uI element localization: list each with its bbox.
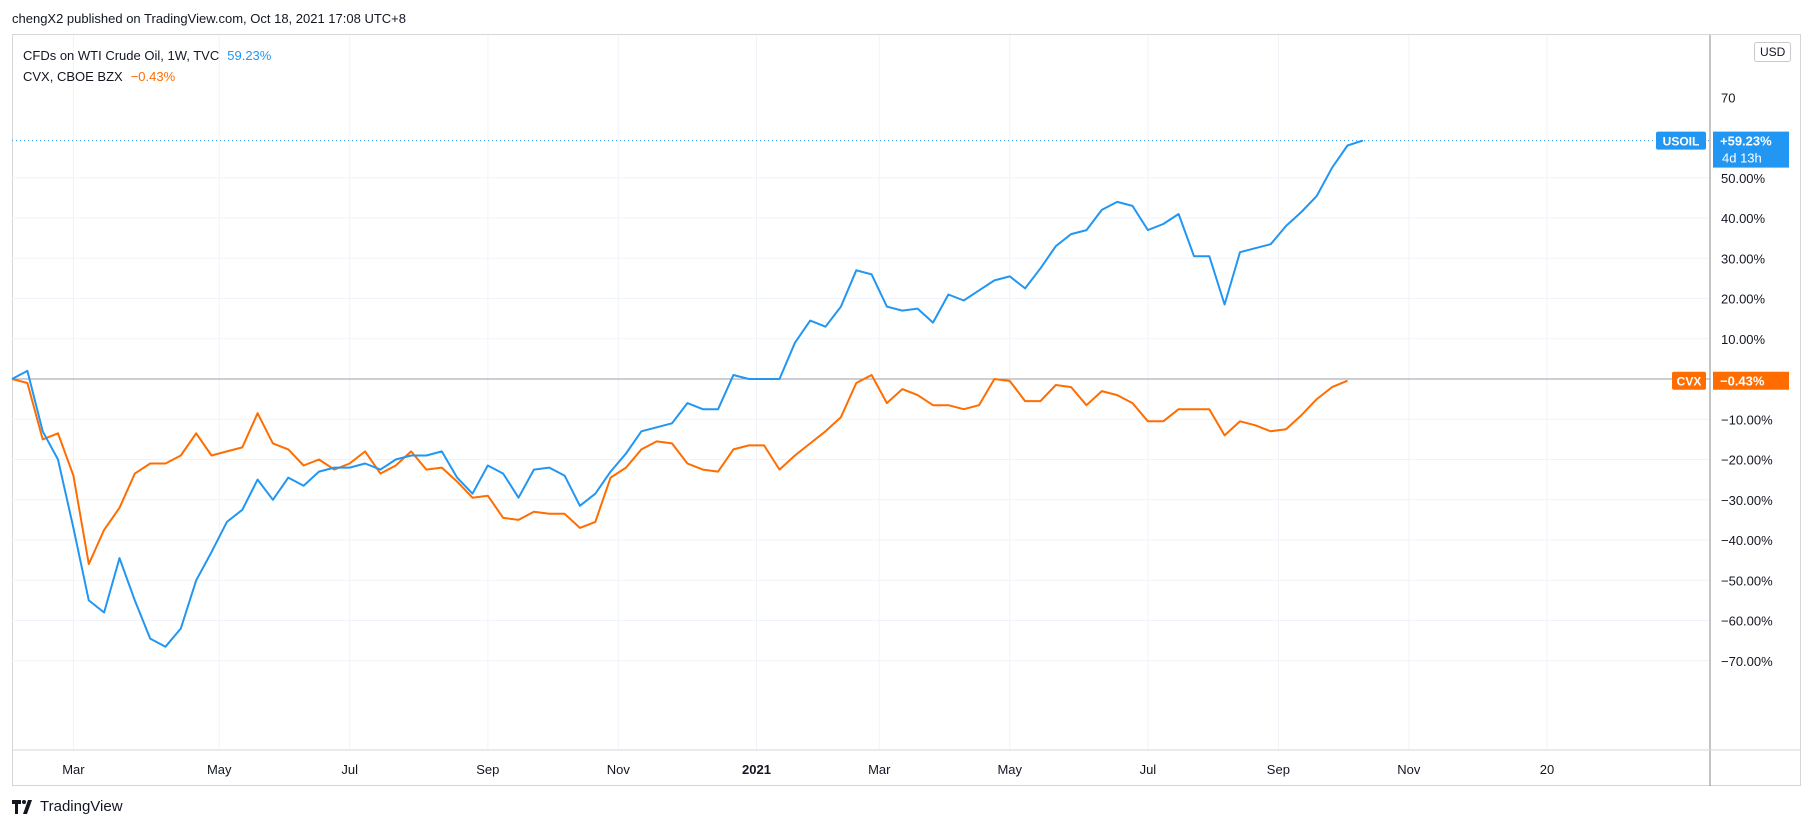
cvx-price-value: −0.43% (1720, 374, 1765, 389)
y-tick-label: −10.00% (1721, 412, 1773, 427)
legend-cvx-name: CVX, CBOE BZX (23, 69, 123, 84)
x-tick-label: Jul (341, 762, 358, 777)
x-tick-label: Mar (868, 762, 891, 777)
cvx-tag-label: CVX (1677, 375, 1702, 389)
x-tick-label: Nov (1397, 762, 1421, 777)
x-tick-label: May (207, 762, 232, 777)
y-tick-label: 70 (1721, 90, 1735, 105)
legend-usoil[interactable]: CFDs on WTI Crude Oil, 1W, TVC 59.23% (23, 45, 271, 66)
x-tick-label: May (997, 762, 1022, 777)
y-tick-label: 10.00% (1721, 332, 1766, 347)
usoil-price-value: +59.23% (1720, 134, 1772, 149)
cvx-price-badge[interactable] (1713, 371, 1789, 390)
x-tick-label: Jul (1140, 762, 1157, 777)
chart-legend: CFDs on WTI Crude Oil, 1W, TVC 59.23% CVX… (23, 45, 271, 87)
tradingview-logo-icon (12, 799, 32, 814)
x-tick-label: Sep (476, 762, 499, 777)
legend-cvx[interactable]: CVX, CBOE BZX −0.43% (23, 66, 271, 87)
cvx-tag-badge[interactable] (1672, 371, 1706, 390)
y-tick-label: −40.00% (1721, 533, 1773, 548)
y-tick-label: 30.00% (1721, 251, 1766, 266)
currency-button[interactable]: USD (1754, 42, 1792, 62)
y-tick-label: −70.00% (1721, 654, 1773, 669)
legend-usoil-name: CFDs on WTI Crude Oil, 1W, TVC (23, 48, 220, 63)
y-tick-label: 40.00% (1721, 211, 1766, 226)
usoil-series-line[interactable] (11, 139, 1364, 648)
usoil-countdown: 4d 13h (1722, 151, 1762, 166)
y-tick-label: −60.00% (1721, 614, 1773, 629)
cvx-series-line[interactable] (11, 374, 1348, 566)
legend-cvx-value: −0.43% (130, 69, 176, 84)
y-tick-label: −20.00% (1721, 453, 1773, 468)
x-tick-label: Nov (607, 762, 631, 777)
usoil-tag-badge[interactable] (1656, 131, 1706, 150)
x-tick-label: Sep (1267, 762, 1290, 777)
y-tick-label: −50.00% (1721, 573, 1773, 588)
publish-info: chengX2 published on TradingView.com, Oc… (12, 11, 406, 26)
usoil-tag-label: USOIL (1663, 135, 1700, 149)
footer-brand[interactable]: TradingView (12, 798, 123, 815)
x-tick-label: Mar (62, 762, 85, 777)
footer-brand-label: TradingView (40, 798, 123, 815)
chart-frame (12, 34, 1801, 786)
x-tick-label: 20 (1540, 762, 1554, 777)
x-tick-label: 2021 (742, 762, 771, 777)
y-tick-label: 20.00% (1721, 292, 1766, 307)
legend-usoil-value: 59.23% (227, 48, 272, 63)
y-tick-label: −30.00% (1721, 493, 1773, 508)
usoil-price-badge[interactable] (1713, 131, 1789, 168)
y-tick-label: 50.00% (1721, 171, 1766, 186)
